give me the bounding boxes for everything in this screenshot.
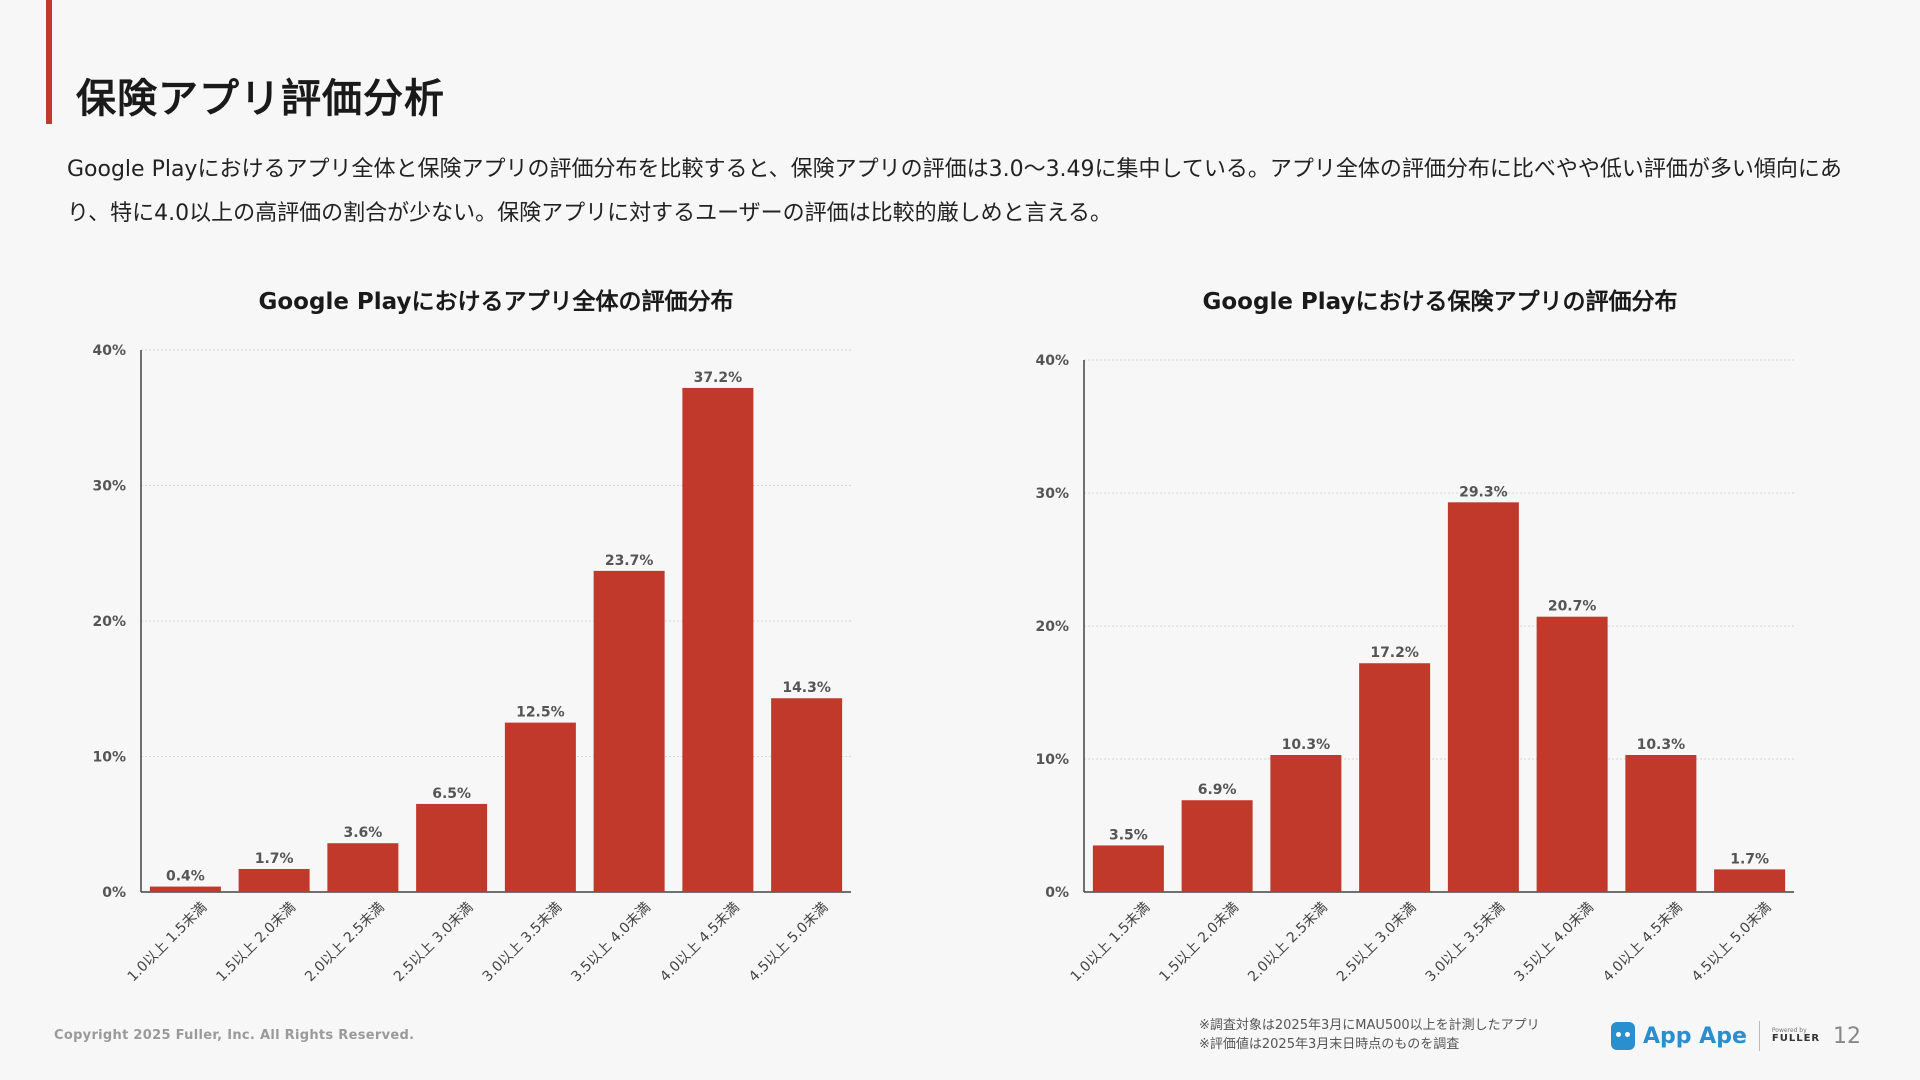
bar [682,387,754,892]
bar [1270,755,1342,892]
bar [1447,502,1519,892]
app-ape-logo: App Ape Powered by FULLER [1611,1019,1820,1053]
x-tick-label: 3.0以上 3.5未満 [1423,900,1509,986]
chart-title-insurance-apps: Google Playにおける保険アプリの評価分布 [1202,289,1678,315]
x-tick-label: 4.0以上 4.5未満 [1600,900,1686,986]
x-tick-label: 2.0以上 2.5未満 [1245,900,1331,986]
bar-value-label: 12.5% [516,705,565,721]
bar-value-label: 1.7% [255,851,294,867]
app-ape-icon [1611,1022,1635,1050]
powered-by-label: Powered by [1771,1027,1807,1034]
bar [593,570,665,892]
footnote-rating-date: ※評価値は2025年3月末日時点のものを調査 [1199,1037,1460,1052]
x-tick-label: 3.5以上 4.0未満 [1511,900,1597,986]
bar-value-label: 37.2% [694,370,743,386]
bar-chart-insurance-apps: 0% 10% 20% 30% 40% 3.5% 1.0以上 1.5未満 6.9% 1.5以上 2… [1035,353,1794,986]
bar [1359,663,1431,892]
powered-by-block: Powered by FULLER [1772,1028,1820,1044]
bar [504,722,576,892]
y-tick-label: 40% [92,343,126,359]
x-tick-label: 1.5以上 2.0未満 [1156,900,1242,986]
y-tick-label: 10% [1035,752,1069,768]
x-tick-label: 1.0以上 1.5未満 [1068,900,1154,986]
page-number: 12 [1833,1024,1861,1049]
y-tick-label: 0% [102,885,126,901]
x-tick-label: 4.5以上 5.0未満 [1689,900,1775,986]
bar [1181,800,1253,892]
bar-value-label: 3.5% [1109,827,1148,843]
y-tick-label: 0% [1045,885,1069,901]
bar-value-label: 23.7% [605,553,654,569]
bar-value-label: 6.9% [1198,782,1237,798]
y-tick-label: 30% [1035,486,1069,502]
fuller-logo: FULLER [1771,1033,1821,1044]
bar [327,843,399,892]
bar [1714,869,1786,892]
y-tick-label: 30% [92,479,126,495]
y-tick-label: 40% [1035,353,1069,369]
bar [149,886,221,892]
y-tick-label: 10% [92,750,126,766]
bar-value-label: 3.6% [343,825,382,841]
bar [1536,616,1608,892]
x-tick-label: 2.5以上 3.0未満 [1334,900,1420,986]
bar [416,803,488,892]
bar-value-label: 1.7% [1730,851,1769,867]
summary-text: Google Playにおけるアプリ全体と保険アプリの評価分布を比較すると、保険… [67,157,1842,226]
bar-value-label: 10.3% [1637,737,1686,753]
copyright-text: Copyright 2025 Fuller, Inc. All Rights R… [54,1028,415,1043]
bar-value-label: 6.5% [432,786,471,802]
bar-value-label: 17.2% [1370,645,1419,661]
footnote-survey-target: ※調査対象は2025年3月にMAU500以上を計測したアプリ [1199,1018,1540,1033]
bar-value-label: 14.3% [782,680,831,696]
bar [771,698,843,892]
y-tick-label: 20% [1035,619,1069,635]
chart-title-all-apps: Google Playにおけるアプリ全体の評価分布 [258,289,734,315]
bar-value-label: 29.3% [1459,484,1508,500]
bar-value-label: 20.7% [1548,599,1597,615]
brand-name: App Ape [1643,1023,1747,1049]
bar [1092,845,1164,892]
page-title: 保険アプリ評価分析 [76,76,445,122]
bar-value-label: 10.3% [1282,737,1331,753]
bar [238,868,310,892]
y-tick-label: 20% [92,614,126,630]
bar-value-label: 0.4% [166,869,205,885]
title-accent-bar [46,0,52,124]
brand-divider [1758,1021,1760,1051]
bar [1625,755,1697,892]
